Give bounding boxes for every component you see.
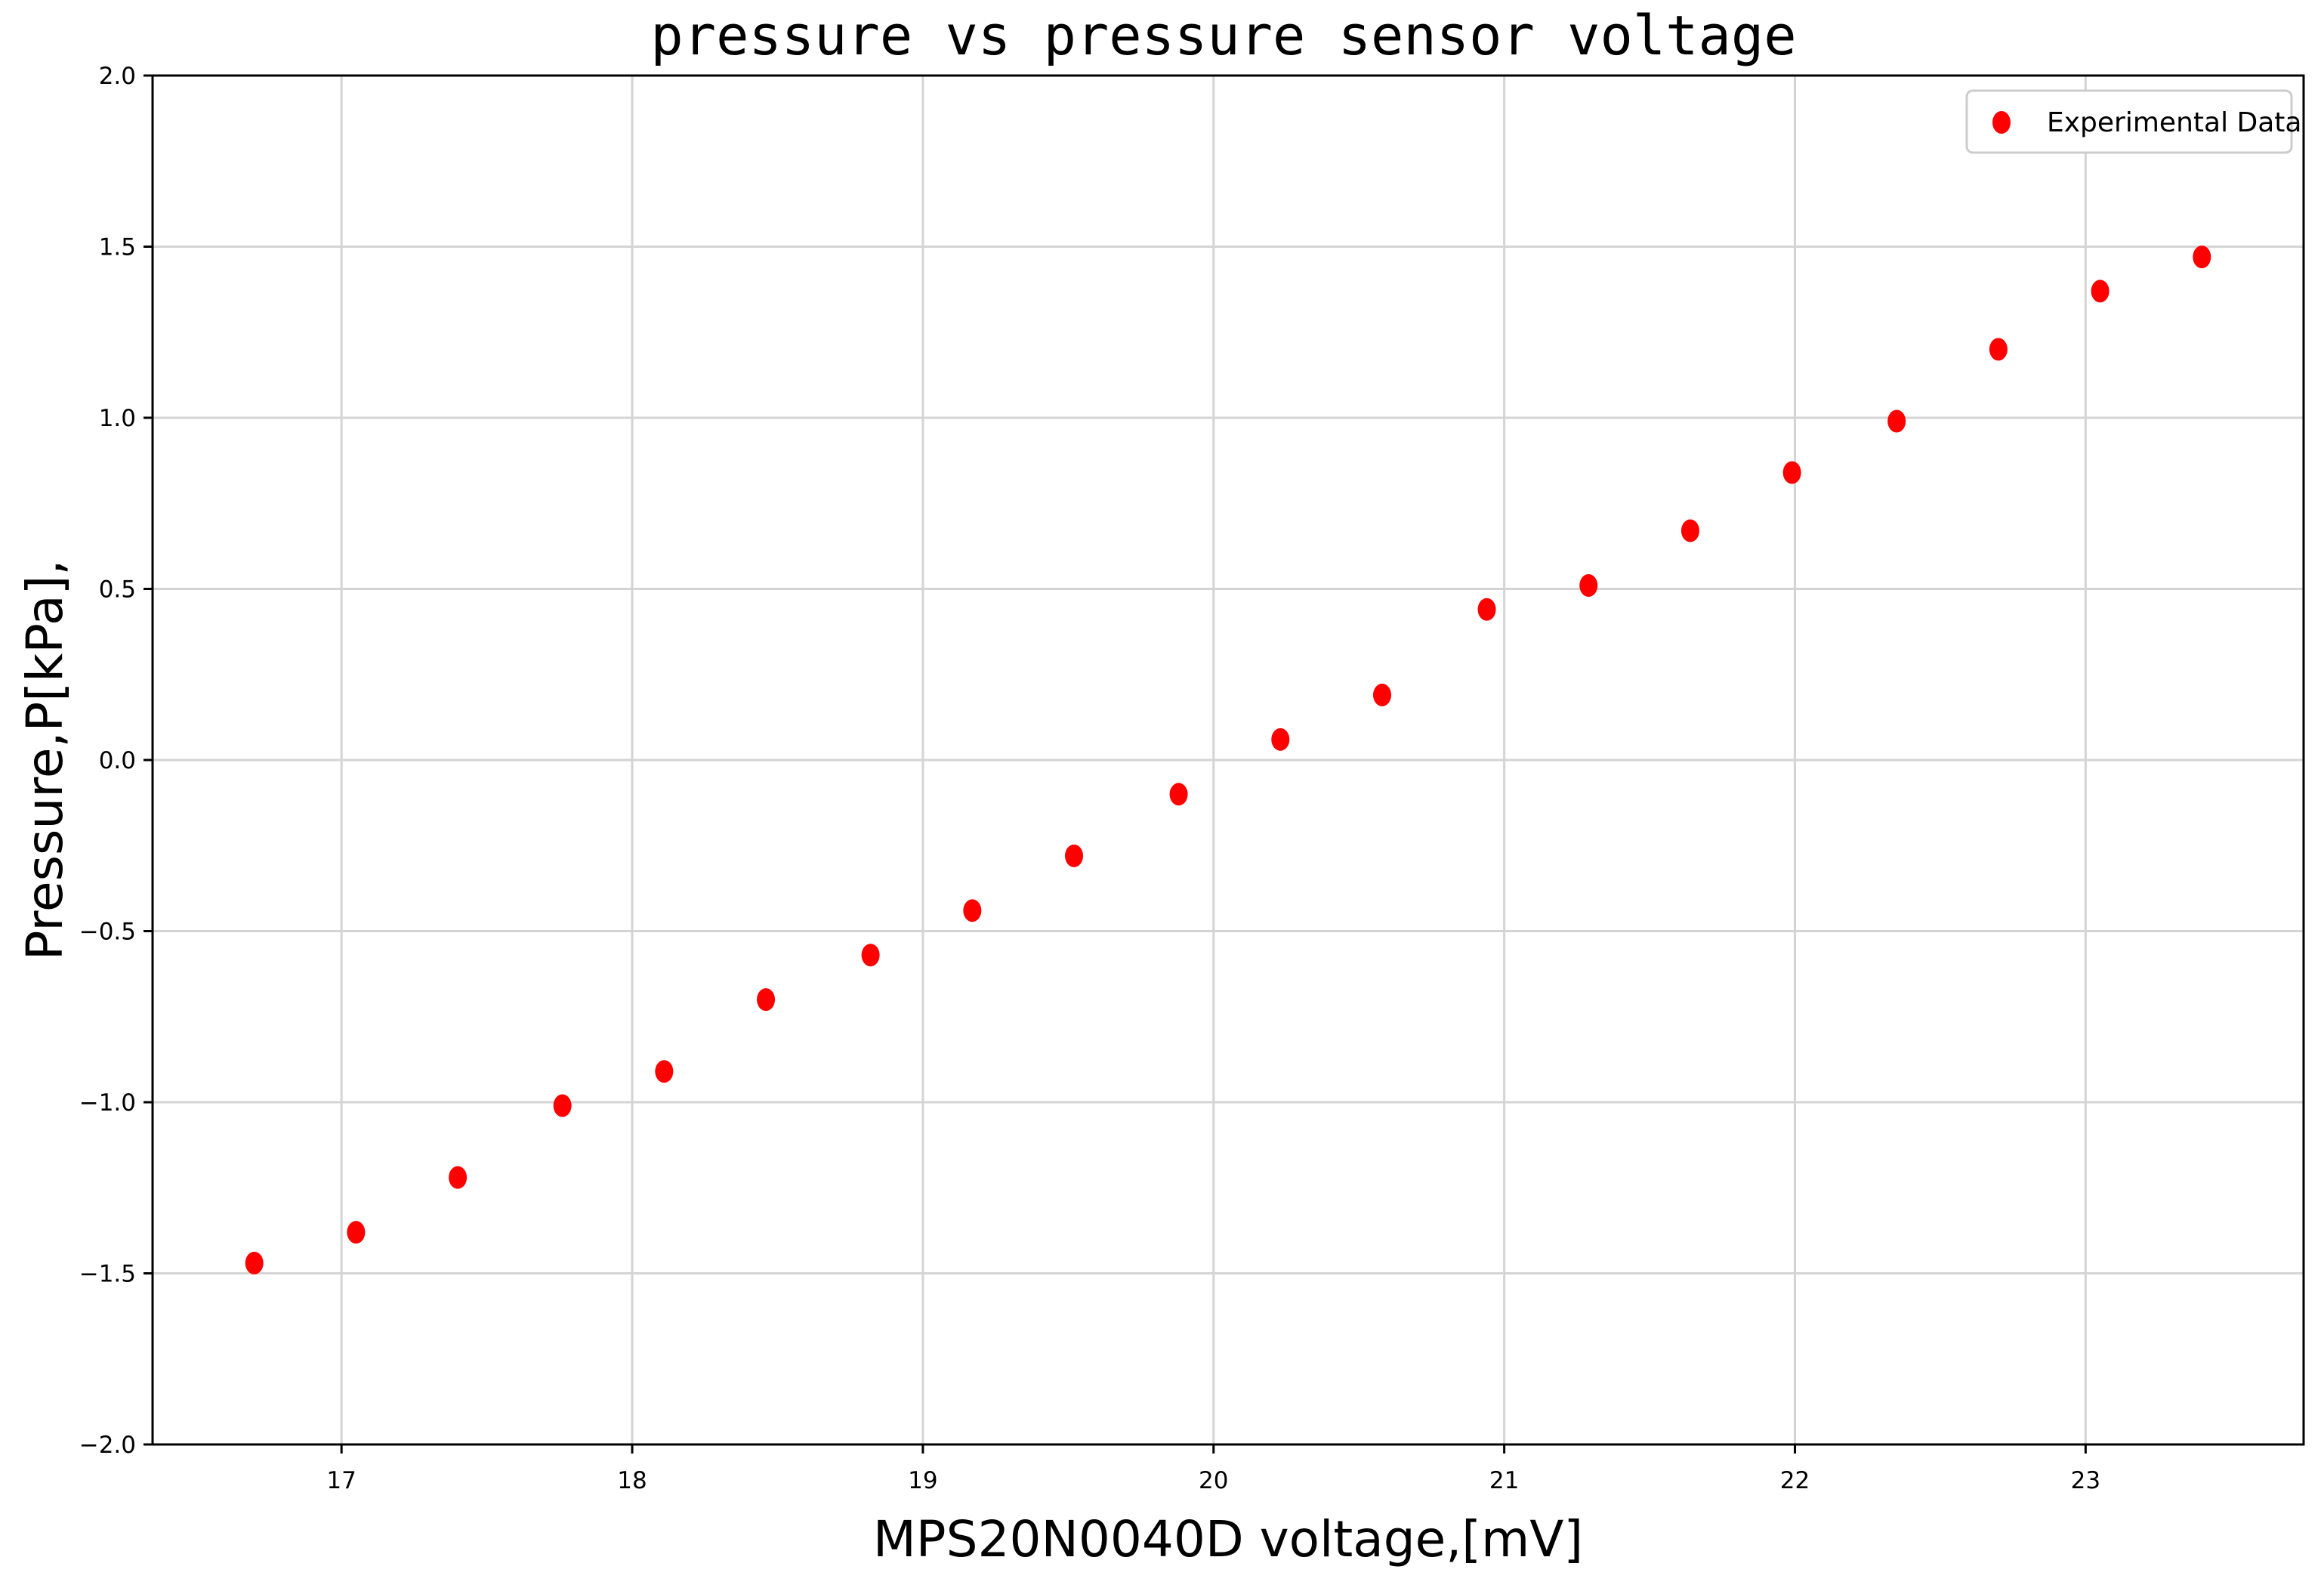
x-tick-label: 20 [1199,1467,1228,1494]
x-tick-label: 21 [1489,1467,1519,1494]
y-tick-label: −0.5 [79,919,136,946]
y-tick-label: −1.0 [79,1089,136,1117]
data-point [757,988,776,1012]
y-tick-label: 0.0 [99,747,136,774]
y-tick-label: 0.5 [99,576,136,604]
data-point [1477,598,1496,621]
x-axis-label: MPS20N0040D voltage,[mV] [873,1510,1583,1568]
y-tick-label: 2.0 [99,63,136,90]
y-tick-label: 1.0 [99,405,136,432]
chart-title: pressure vs pressure sensor voltage [650,4,1796,67]
y-tick-label: −2.0 [79,1432,136,1459]
data-point [1372,683,1391,706]
data-point [553,1094,572,1117]
y-tick-label: −1.5 [79,1261,136,1288]
data-point [1681,519,1699,542]
x-tick-label: 23 [2071,1467,2100,1494]
y-tick-label: 1.5 [99,234,136,261]
data-point [963,899,982,922]
data-points [245,246,2211,1274]
x-tick-label: 18 [617,1467,647,1494]
y-axis-ticks: 2.0 1.5 1.0 0.5 0.0 −0.5 −1.0 −1.5 −2.0 [79,63,153,1459]
data-point [449,1166,468,1189]
data-point [1579,573,1598,597]
legend-marker [1992,111,2011,134]
x-axis-ticks: 17 18 19 20 21 22 23 [326,1444,2100,1494]
x-tick-label: 22 [1780,1467,1810,1494]
legend-label: Experimental Data [2047,107,2301,138]
data-point [1782,461,1801,484]
x-tick-label: 19 [908,1467,937,1494]
grid-lines [153,74,2304,1446]
data-point [1887,409,1906,433]
data-point [655,1060,674,1083]
data-point [1989,338,2008,361]
data-point [2091,280,2110,303]
legend: Experimental Data [1965,89,2301,154]
data-point [861,944,880,967]
legend-box [1965,89,2293,154]
data-point [1169,783,1188,806]
data-point [2193,246,2211,269]
y-axis-label: Pressure,P[kPa], [16,560,74,961]
data-point [245,1251,264,1274]
data-point [1065,844,1084,867]
data-point [1271,728,1290,751]
x-tick-label: 17 [326,1467,356,1494]
data-point [347,1221,366,1244]
